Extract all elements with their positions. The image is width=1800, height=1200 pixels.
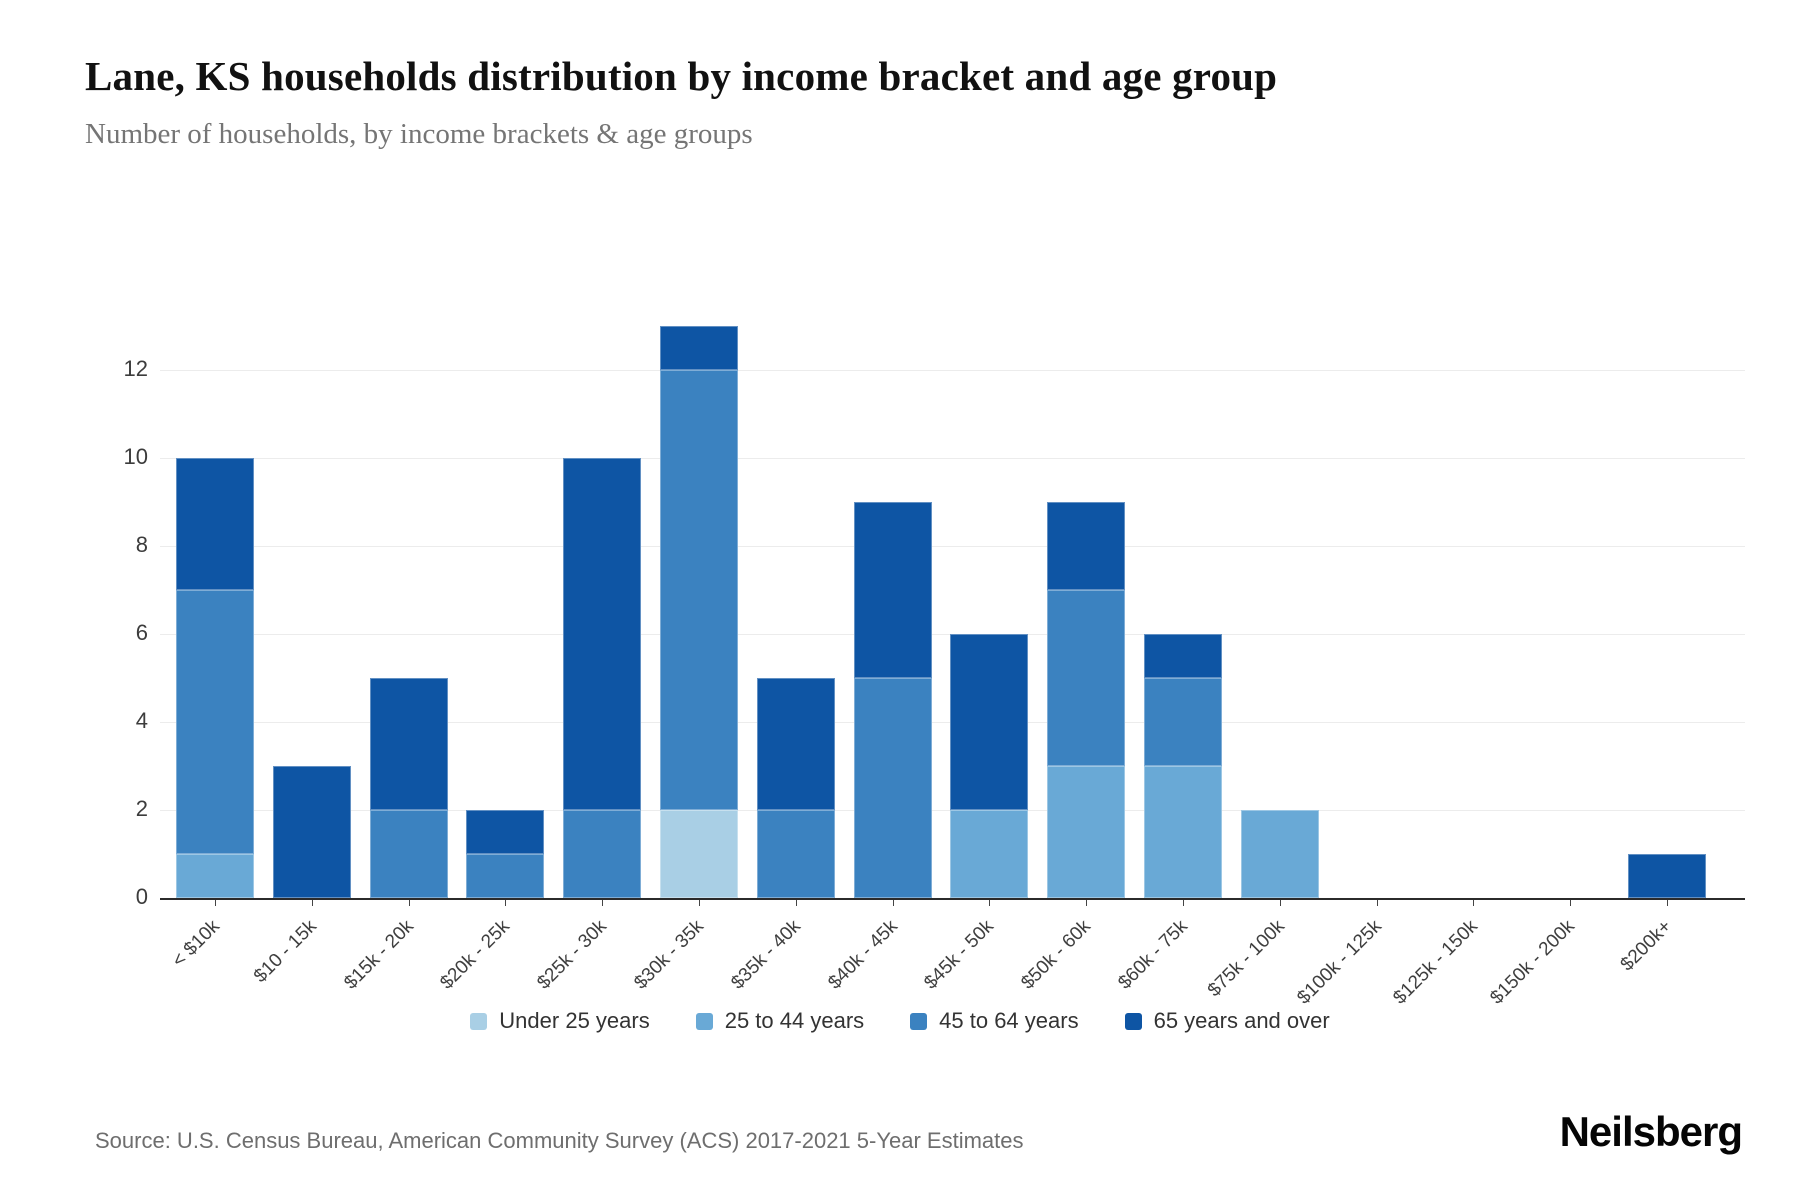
x-axis-tick [892,899,894,906]
bar-segment[interactable] [1144,766,1222,898]
x-axis-tick [1376,899,1378,906]
bar-segment[interactable] [756,678,835,810]
bar-segment[interactable] [369,810,448,898]
bar-segment[interactable] [563,810,642,898]
bar-segment[interactable] [466,810,545,854]
x-axis-tick [989,899,991,906]
bar-segment[interactable] [660,810,738,898]
bar-segment[interactable] [853,678,932,898]
y-axis-tick-label: 6 [135,620,148,645]
bar-segment[interactable] [1047,590,1126,766]
x-axis-tick-label: $15k - 20k [339,916,418,994]
x-axis-tick-label: $75k - 100k [1203,916,1289,1002]
x-axis-tick [1086,899,1088,906]
y-axis-tick-label: 2 [135,796,148,821]
bar-segment[interactable] [660,370,738,810]
bar-segment[interactable] [1240,810,1319,898]
bar-segment[interactable] [466,854,545,898]
gridline [160,458,1745,459]
bar-segment[interactable] [660,326,738,370]
x-axis-tick [408,899,410,906]
x-axis-tick [795,899,797,906]
x-axis-tick-label: $50k - 60k [1017,916,1096,994]
bar-segment[interactable] [1144,634,1222,678]
y-axis-tick-label: 12 [123,356,148,381]
bar-segment[interactable] [1047,502,1126,590]
y-axis-tick-label: 0 [135,884,148,909]
legend-swatch-icon [695,1012,713,1030]
legend-item[interactable]: 45 to 64 years [910,1008,1079,1034]
x-axis-tick-label: $125k - 150k [1389,916,1483,1009]
bar-segment[interactable] [853,502,932,678]
legend-item[interactable]: 65 years and over [1124,1008,1330,1034]
legend-label: 45 to 64 years [939,1008,1079,1033]
x-axis-tick-label: $10 - 15k [249,916,321,987]
bar-segment[interactable] [1047,766,1126,898]
x-axis-tick-label: < $10k [168,916,224,972]
x-axis-tick [215,899,216,906]
legend-label: Under 25 years [499,1008,650,1033]
x-axis-tick-label: $100k - 125k [1292,916,1386,1009]
bar-segment[interactable] [563,458,642,810]
y-axis-tick-label: 4 [135,708,148,733]
x-axis-tick-label: $60k - 75k [1114,916,1192,994]
legend: Under 25 years 25 to 44 years 45 to 64 yea… [0,1008,1800,1034]
x-axis-tick-label: $200k+ [1616,916,1676,976]
x-axis-tick [1183,899,1184,906]
x-axis-tick [699,899,700,906]
gridline [160,370,1745,371]
legend-label: 25 to 44 years [724,1008,865,1033]
bar-segment[interactable] [1628,854,1706,898]
gridline [160,546,1745,547]
x-axis-line [160,898,1745,900]
x-axis-tick [602,899,604,906]
legend-item[interactable]: Under 25 years [470,1008,650,1034]
legend-swatch-icon [1124,1012,1142,1030]
x-axis-tick [1473,899,1475,906]
bar-segment[interactable] [176,590,254,854]
x-axis-tick-label: $25k - 30k [533,916,612,994]
bar-segment[interactable] [756,810,835,898]
x-axis-tick-label: $45k - 50k [920,916,999,994]
x-axis-tick [1570,899,1572,906]
bar-segment[interactable] [950,634,1029,810]
bar-segment[interactable] [176,854,254,898]
bar-segment[interactable] [1144,678,1222,766]
bar-segment[interactable] [950,810,1029,898]
legend-label: 65 years and over [1153,1008,1330,1033]
x-axis-tick-label: $150k - 200k [1486,916,1580,1009]
legend-swatch-icon [470,1012,488,1030]
x-axis-tick-label: $30k - 35k [630,916,708,994]
y-axis-tick-label: 10 [123,444,148,469]
chart-subtitle: Number of households, by income brackets… [85,118,753,150]
x-axis-tick [311,899,313,906]
source-attribution: Source: U.S. Census Bureau, American Com… [95,1128,1024,1153]
x-axis-tick-label: $20k - 25k [436,916,515,994]
legend-swatch-icon [910,1012,928,1030]
neilsberg-logo: Neilsberg [1559,1108,1743,1155]
bar-segment[interactable] [176,458,254,590]
x-axis-tick [505,899,507,906]
x-axis-tick-label: $35k - 40k [727,916,805,994]
bar-segment[interactable] [369,678,448,810]
x-axis-tick-label: $40k - 45k [823,916,902,994]
x-axis-tick [1279,899,1281,906]
chart-title: Lane, KS households distribution by inco… [85,53,1278,99]
bar-segment[interactable] [272,766,351,898]
y-axis-tick-label: 8 [135,532,148,557]
legend-item[interactable]: 25 to 44 years [695,1008,865,1034]
x-axis-tick [1667,899,1668,906]
